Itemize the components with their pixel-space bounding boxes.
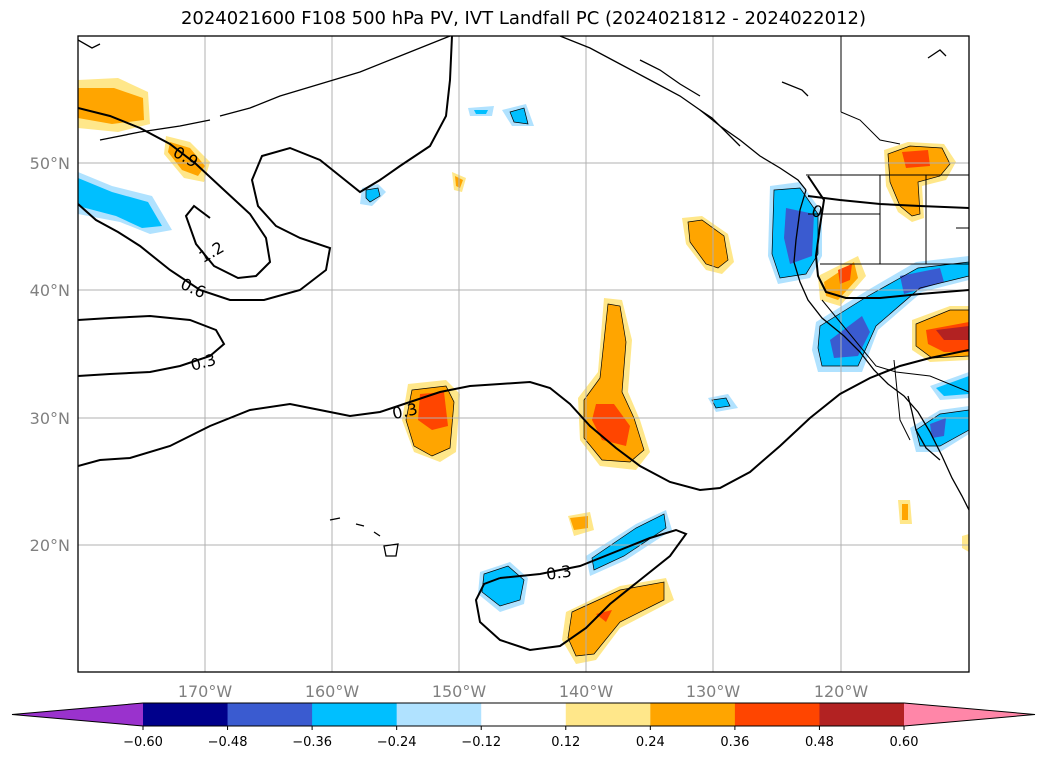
colorbar-segment xyxy=(396,703,482,726)
y-tick-label: 40°N xyxy=(30,281,70,300)
x-axis-labels: 170°W 160°W 150°W 140°W 130°W 120°W xyxy=(178,682,869,701)
plot-frame xyxy=(77,35,970,673)
colorbar xyxy=(11,702,1036,727)
colorbar-tick-label: −0.60 xyxy=(123,735,163,750)
colorbar-tick-label: 0.12 xyxy=(551,735,580,750)
plot-area: 0.9 1.2 0.6 0.3 0.3 0.3 0 xyxy=(78,36,969,672)
x-tick-label: 120°W xyxy=(814,682,869,701)
colorbar-segment xyxy=(481,703,567,726)
colorbar-extend-high xyxy=(904,703,1035,726)
y-tick-label: 30°N xyxy=(30,409,70,428)
map-title: 2024021600 F108 500 hPa PV, IVT Landfall… xyxy=(180,8,867,29)
x-tick-label: 140°W xyxy=(559,682,614,701)
y-tick-label: 20°N xyxy=(30,536,70,555)
colorbar-tick-label: 0.36 xyxy=(720,735,749,750)
colorbar-ticks: −0.60 −0.48 −0.36 −0.24 −0.12 0.12 0.24 0.36 0.4… xyxy=(123,726,918,750)
colorbar-tick-label: −0.36 xyxy=(292,735,332,750)
x-tick-label: 130°W xyxy=(686,682,741,701)
graticule xyxy=(78,36,969,672)
x-tick-label: 150°W xyxy=(432,682,487,701)
colorbar-segment xyxy=(227,703,313,726)
colorbar-tick-label: 0.24 xyxy=(636,735,665,750)
y-tick-label: 50°N xyxy=(30,154,70,173)
colorbar-segment xyxy=(143,703,229,726)
colorbar-segment xyxy=(734,703,820,726)
colorbar-segment xyxy=(565,703,651,726)
coastlines xyxy=(78,36,969,557)
colorbar-segment xyxy=(650,703,736,726)
colorbar-segment xyxy=(312,703,398,726)
contour-label: 0.3 xyxy=(545,561,573,583)
colorbar-extend-low xyxy=(12,703,143,726)
x-tick-label: 160°W xyxy=(305,682,360,701)
y-axis-labels: 20°N 30°N 40°N 50°N xyxy=(30,154,70,555)
colorbar-tick-label: −0.24 xyxy=(377,735,417,750)
colorbar-tick-label: −0.48 xyxy=(208,735,248,750)
colorbar-segment xyxy=(819,703,905,726)
shading-outlines xyxy=(365,107,969,657)
pv-contours xyxy=(78,36,969,652)
contour-label: 0.3 xyxy=(390,399,419,423)
negative-anomaly-shading xyxy=(78,104,969,612)
colorbar-tick-label: 0.60 xyxy=(890,735,919,750)
colorbar-tick-label: 0.48 xyxy=(805,735,834,750)
political-borders xyxy=(806,36,969,441)
colorbar-tick-label: −0.12 xyxy=(461,735,501,750)
x-tick-label: 170°W xyxy=(178,682,233,701)
